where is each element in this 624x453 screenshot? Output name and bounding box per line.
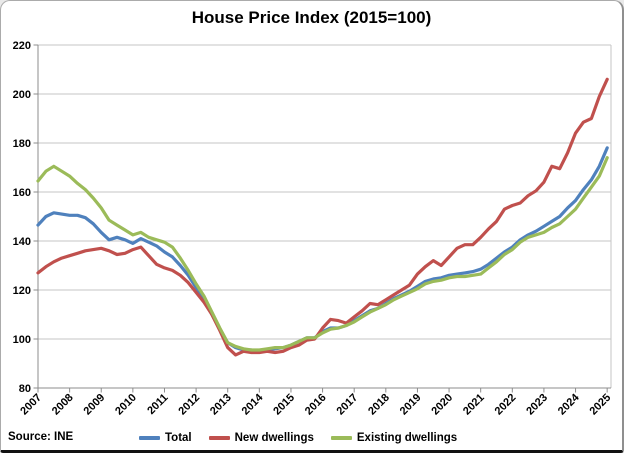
x-axis-label: 2012 bbox=[176, 392, 202, 418]
series-line-new-dwellings bbox=[36, 77, 609, 357]
x-axis-label: 2011 bbox=[145, 392, 170, 417]
legend-swatch-new-dwellings bbox=[208, 436, 230, 440]
legend-item-total: Total bbox=[139, 432, 192, 444]
x-axis-label: 2007 bbox=[18, 392, 44, 418]
x-axis-label: 2025 bbox=[587, 392, 613, 418]
x-axis-label: 2021 bbox=[461, 392, 487, 418]
y-axis-label: 140 bbox=[13, 236, 31, 248]
y-axis-label: 200 bbox=[13, 89, 31, 101]
x-axis-label: 2016 bbox=[303, 392, 329, 418]
x-axis-label: 2022 bbox=[493, 392, 519, 418]
x-axis-label: 2008 bbox=[50, 392, 76, 418]
legend: Total New dwellings Existing dwellings bbox=[139, 432, 457, 444]
x-axis-label: 2020 bbox=[429, 392, 455, 418]
series-line-existing-dwellings bbox=[36, 156, 609, 352]
legend-label: New dwellings bbox=[234, 432, 314, 444]
y-axis-label: 220 bbox=[13, 40, 31, 52]
series-lines bbox=[36, 77, 609, 357]
x-axis-label: 2010 bbox=[113, 392, 139, 418]
y-axis-label: 120 bbox=[13, 285, 31, 297]
legend-swatch-existing-dwellings bbox=[330, 436, 352, 440]
x-axis-label: 2014 bbox=[240, 391, 266, 417]
x-axis: 2007 2008 2009 2010 2011 2012 2013 2014 2015 2016… bbox=[18, 387, 613, 418]
legend-item-new-dwellings: New dwellings bbox=[208, 432, 314, 444]
series-line-total bbox=[36, 146, 609, 353]
y-axis-label: 160 bbox=[13, 187, 31, 199]
x-axis-label: 2015 bbox=[271, 392, 297, 418]
gridlines bbox=[38, 44, 612, 389]
x-axis-label: 2009 bbox=[82, 392, 108, 418]
legend-label: Existing dwellings bbox=[356, 432, 458, 444]
y-axis: 80 100 120 140 160 180 200 220 bbox=[13, 40, 39, 395]
legend-swatch-total bbox=[139, 436, 160, 440]
x-axis-label: 2023 bbox=[524, 392, 550, 418]
source-note: Source: INE bbox=[8, 431, 74, 443]
x-axis-label: 2017 bbox=[335, 392, 361, 418]
y-axis-label: 180 bbox=[13, 138, 31, 150]
legend-item-existing-dwellings: Existing dwellings bbox=[330, 432, 458, 444]
x-axis-label: 2013 bbox=[208, 392, 234, 418]
x-axis-label: 2024 bbox=[556, 391, 582, 417]
y-axis-label: 80 bbox=[19, 383, 31, 395]
x-axis-label: 2018 bbox=[366, 392, 392, 418]
legend-label: Total bbox=[165, 432, 192, 444]
x-axis-label: 2019 bbox=[398, 392, 424, 418]
y-axis-label: 100 bbox=[13, 334, 31, 346]
chart-title: House Price Index (2015=100) bbox=[191, 8, 432, 27]
